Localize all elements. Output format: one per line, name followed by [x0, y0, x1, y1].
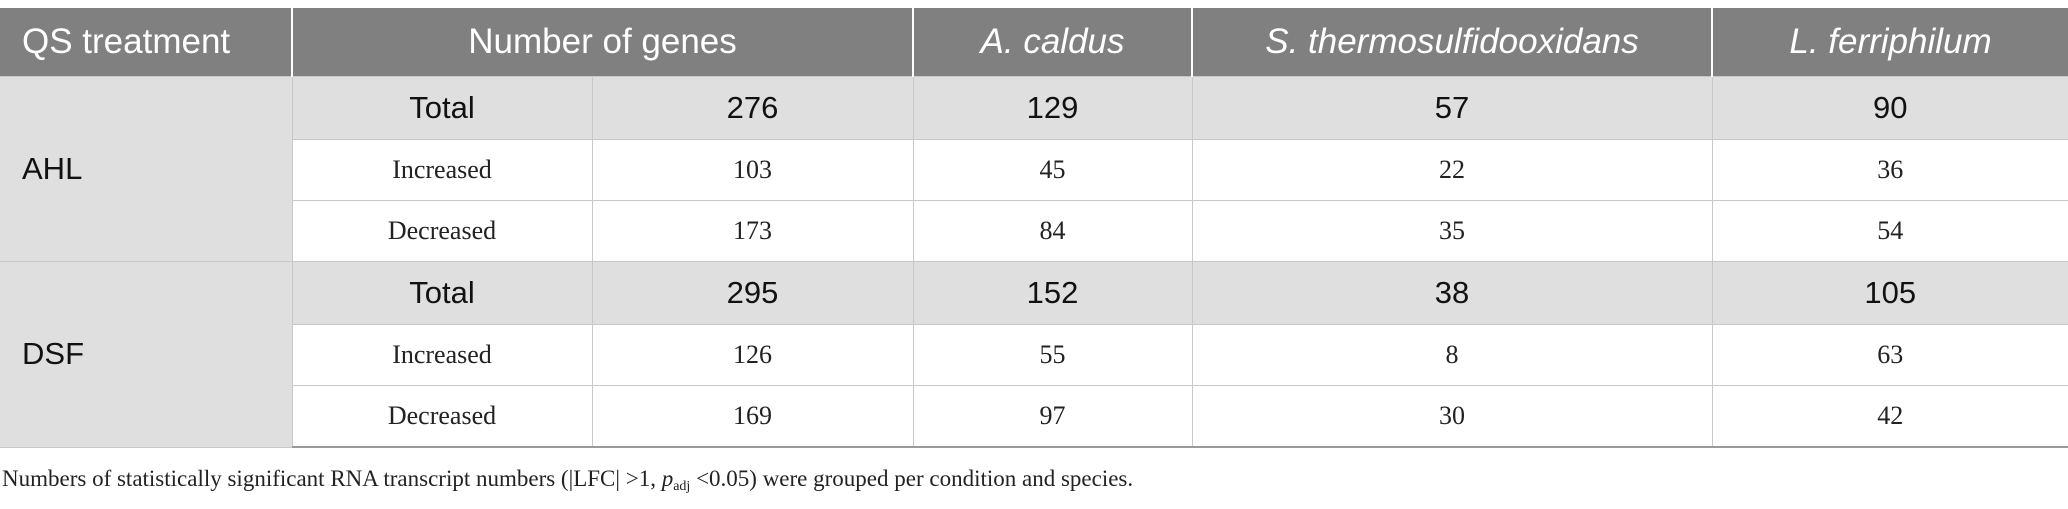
number-of-genes-cell: 103	[591, 139, 914, 201]
s-thermosulfidooxidans-cell: 8	[1191, 324, 1713, 386]
footnote-p-subscript: adj	[673, 479, 691, 494]
s-thermosulfidooxidans-cell: 35	[1191, 200, 1713, 262]
a-caldus-cell: 55	[912, 324, 1193, 386]
a-caldus-cell: 45	[912, 139, 1193, 201]
l-ferriphilum-cell: 54	[1711, 200, 2068, 262]
l-ferriphilum-cell: 36	[1711, 139, 2068, 201]
table-row: DSF Total 295 152 38 105	[0, 261, 2068, 448]
a-caldus-cell: 97	[912, 385, 1193, 448]
results-table: QS treatment Number of genes A. caldus S…	[0, 8, 2068, 448]
number-of-genes-cell: 295	[591, 261, 914, 325]
header-qs-treatment: QS treatment	[0, 8, 292, 77]
l-ferriphilum-cell: 105	[1711, 261, 2068, 325]
results-table-container: QS treatment Number of genes A. caldus S…	[0, 8, 2068, 448]
header-number-of-genes: Number of genes	[290, 8, 914, 77]
l-ferriphilum-cell: 90	[1711, 76, 2068, 140]
header-s-thermosulfidooxidans: S. thermosulfidooxidans	[1191, 8, 1713, 77]
row-type-cell: Decreased	[292, 385, 593, 448]
l-ferriphilum-cell: 63	[1711, 324, 2068, 386]
s-thermosulfidooxidans-cell: 30	[1191, 385, 1713, 448]
table-footnote: Numbers of statistically significant RNA…	[2, 466, 1133, 495]
table-row: Decreased 169 97 30 42	[0, 385, 2068, 448]
row-type-cell: Increased	[292, 324, 593, 386]
header-a-caldus: A. caldus	[912, 8, 1193, 77]
header-l-ferriphilum: L. ferriphilum	[1711, 8, 2068, 77]
s-thermosulfidooxidans-cell: 57	[1191, 76, 1713, 140]
table-row: AHL Total 276 129 57 90	[0, 76, 2068, 262]
header-row: QS treatment Number of genes A. caldus S…	[0, 8, 2068, 77]
footnote-p-symbol: p	[661, 466, 674, 491]
footnote-text-before: Numbers of statistically significant RNA…	[2, 466, 662, 491]
number-of-genes-cell: 169	[591, 385, 914, 448]
table-row: Increased 103 45 22 36	[0, 139, 2068, 201]
s-thermosulfidooxidans-cell: 38	[1191, 261, 1713, 325]
a-caldus-cell: 129	[912, 76, 1193, 140]
s-thermosulfidooxidans-cell: 22	[1191, 139, 1713, 201]
footnote-text-after: <0.05) were grouped per condition and sp…	[690, 466, 1134, 491]
group-label-ahl: AHL	[0, 76, 293, 262]
number-of-genes-cell: 276	[591, 76, 914, 140]
row-type-cell: Total	[291, 261, 593, 325]
a-caldus-cell: 84	[912, 200, 1193, 262]
number-of-genes-cell: 126	[591, 324, 914, 386]
a-caldus-cell: 152	[912, 261, 1193, 325]
group-label-dsf: DSF	[0, 261, 293, 448]
row-type-cell: Increased	[292, 139, 593, 201]
row-type-cell: Total	[291, 76, 593, 140]
row-type-cell: Decreased	[292, 200, 593, 262]
table-row: Increased 126 55 8 63	[0, 324, 2068, 386]
number-of-genes-cell: 173	[591, 200, 914, 262]
table-row: Decreased 173 84 35 54	[0, 200, 2068, 262]
l-ferriphilum-cell: 42	[1711, 385, 2068, 448]
